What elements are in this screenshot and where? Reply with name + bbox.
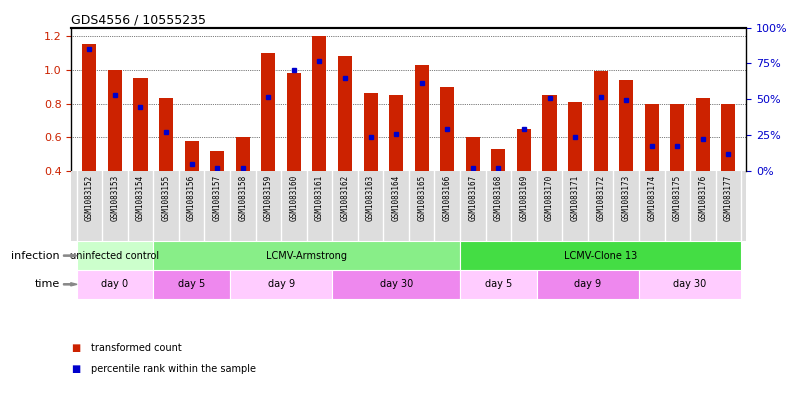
- Bar: [460, 270, 537, 299]
- Text: GSM1083152: GSM1083152: [85, 174, 94, 221]
- Text: day 5: day 5: [178, 279, 205, 289]
- Bar: [364, 94, 378, 171]
- Text: GSM1083159: GSM1083159: [264, 174, 273, 221]
- Text: GSM1083177: GSM1083177: [724, 174, 733, 221]
- Bar: [537, 270, 639, 299]
- Text: GSM1083174: GSM1083174: [647, 174, 657, 221]
- Bar: [230, 270, 332, 299]
- Text: GSM1083153: GSM1083153: [110, 174, 119, 221]
- Text: GSM1083154: GSM1083154: [136, 174, 145, 221]
- Bar: [338, 56, 352, 171]
- Text: GSM1083171: GSM1083171: [571, 174, 580, 221]
- Bar: [568, 102, 582, 171]
- Bar: [594, 72, 607, 171]
- Text: GSM1083164: GSM1083164: [391, 174, 401, 221]
- Bar: [414, 65, 429, 171]
- Bar: [159, 98, 173, 171]
- Text: uninfected control: uninfected control: [71, 251, 160, 261]
- Text: day 30: day 30: [673, 279, 707, 289]
- Text: GSM1083157: GSM1083157: [213, 174, 222, 221]
- Text: GSM1083165: GSM1083165: [417, 174, 426, 221]
- Bar: [153, 270, 230, 299]
- Bar: [670, 103, 684, 171]
- Text: day 5: day 5: [485, 279, 512, 289]
- Bar: [542, 95, 557, 171]
- Bar: [153, 241, 460, 270]
- Bar: [722, 103, 735, 171]
- Text: GSM1083170: GSM1083170: [545, 174, 554, 221]
- Bar: [619, 80, 634, 171]
- Text: GSM1083176: GSM1083176: [699, 174, 707, 221]
- Bar: [76, 241, 153, 270]
- Text: GSM1083169: GSM1083169: [519, 174, 529, 221]
- Bar: [460, 241, 742, 270]
- Bar: [76, 270, 153, 299]
- Text: GSM1083162: GSM1083162: [341, 174, 349, 221]
- Text: transformed count: transformed count: [91, 343, 182, 353]
- Text: ■: ■: [71, 343, 81, 353]
- Text: day 9: day 9: [268, 279, 295, 289]
- Text: GSM1083175: GSM1083175: [673, 174, 682, 221]
- Bar: [491, 149, 506, 171]
- Bar: [696, 98, 710, 171]
- Text: GSM1083168: GSM1083168: [494, 174, 503, 221]
- Bar: [236, 137, 250, 171]
- Text: GSM1083167: GSM1083167: [468, 174, 477, 221]
- Bar: [440, 86, 454, 171]
- Text: GSM1083163: GSM1083163: [366, 174, 375, 221]
- Text: day 9: day 9: [574, 279, 601, 289]
- Text: GSM1083173: GSM1083173: [622, 174, 630, 221]
- Text: GSM1083160: GSM1083160: [289, 174, 299, 221]
- Bar: [517, 129, 531, 171]
- Bar: [645, 103, 659, 171]
- Bar: [210, 151, 224, 171]
- Text: GSM1083172: GSM1083172: [596, 174, 605, 221]
- Text: infection: infection: [11, 251, 60, 261]
- Bar: [133, 78, 148, 171]
- Bar: [639, 270, 742, 299]
- Bar: [287, 73, 301, 171]
- Bar: [466, 137, 480, 171]
- Text: GSM1083156: GSM1083156: [187, 174, 196, 221]
- Bar: [184, 141, 198, 171]
- Text: percentile rank within the sample: percentile rank within the sample: [91, 364, 256, 375]
- Text: time: time: [34, 279, 60, 289]
- Text: GSM1083161: GSM1083161: [315, 174, 324, 221]
- Text: LCMV-Clone 13: LCMV-Clone 13: [564, 251, 638, 261]
- Text: day 30: day 30: [380, 279, 413, 289]
- Bar: [389, 95, 403, 171]
- Bar: [83, 44, 96, 171]
- Text: LCMV-Armstrong: LCMV-Armstrong: [266, 251, 347, 261]
- Bar: [261, 53, 276, 171]
- Text: GDS4556 / 10555235: GDS4556 / 10555235: [71, 13, 206, 26]
- Bar: [312, 36, 326, 171]
- Text: day 0: day 0: [102, 279, 129, 289]
- Bar: [332, 270, 460, 299]
- Text: GSM1083166: GSM1083166: [443, 174, 452, 221]
- Bar: [108, 70, 122, 171]
- Text: GSM1083158: GSM1083158: [238, 174, 247, 221]
- Text: ■: ■: [71, 364, 81, 375]
- Text: GSM1083155: GSM1083155: [161, 174, 171, 221]
